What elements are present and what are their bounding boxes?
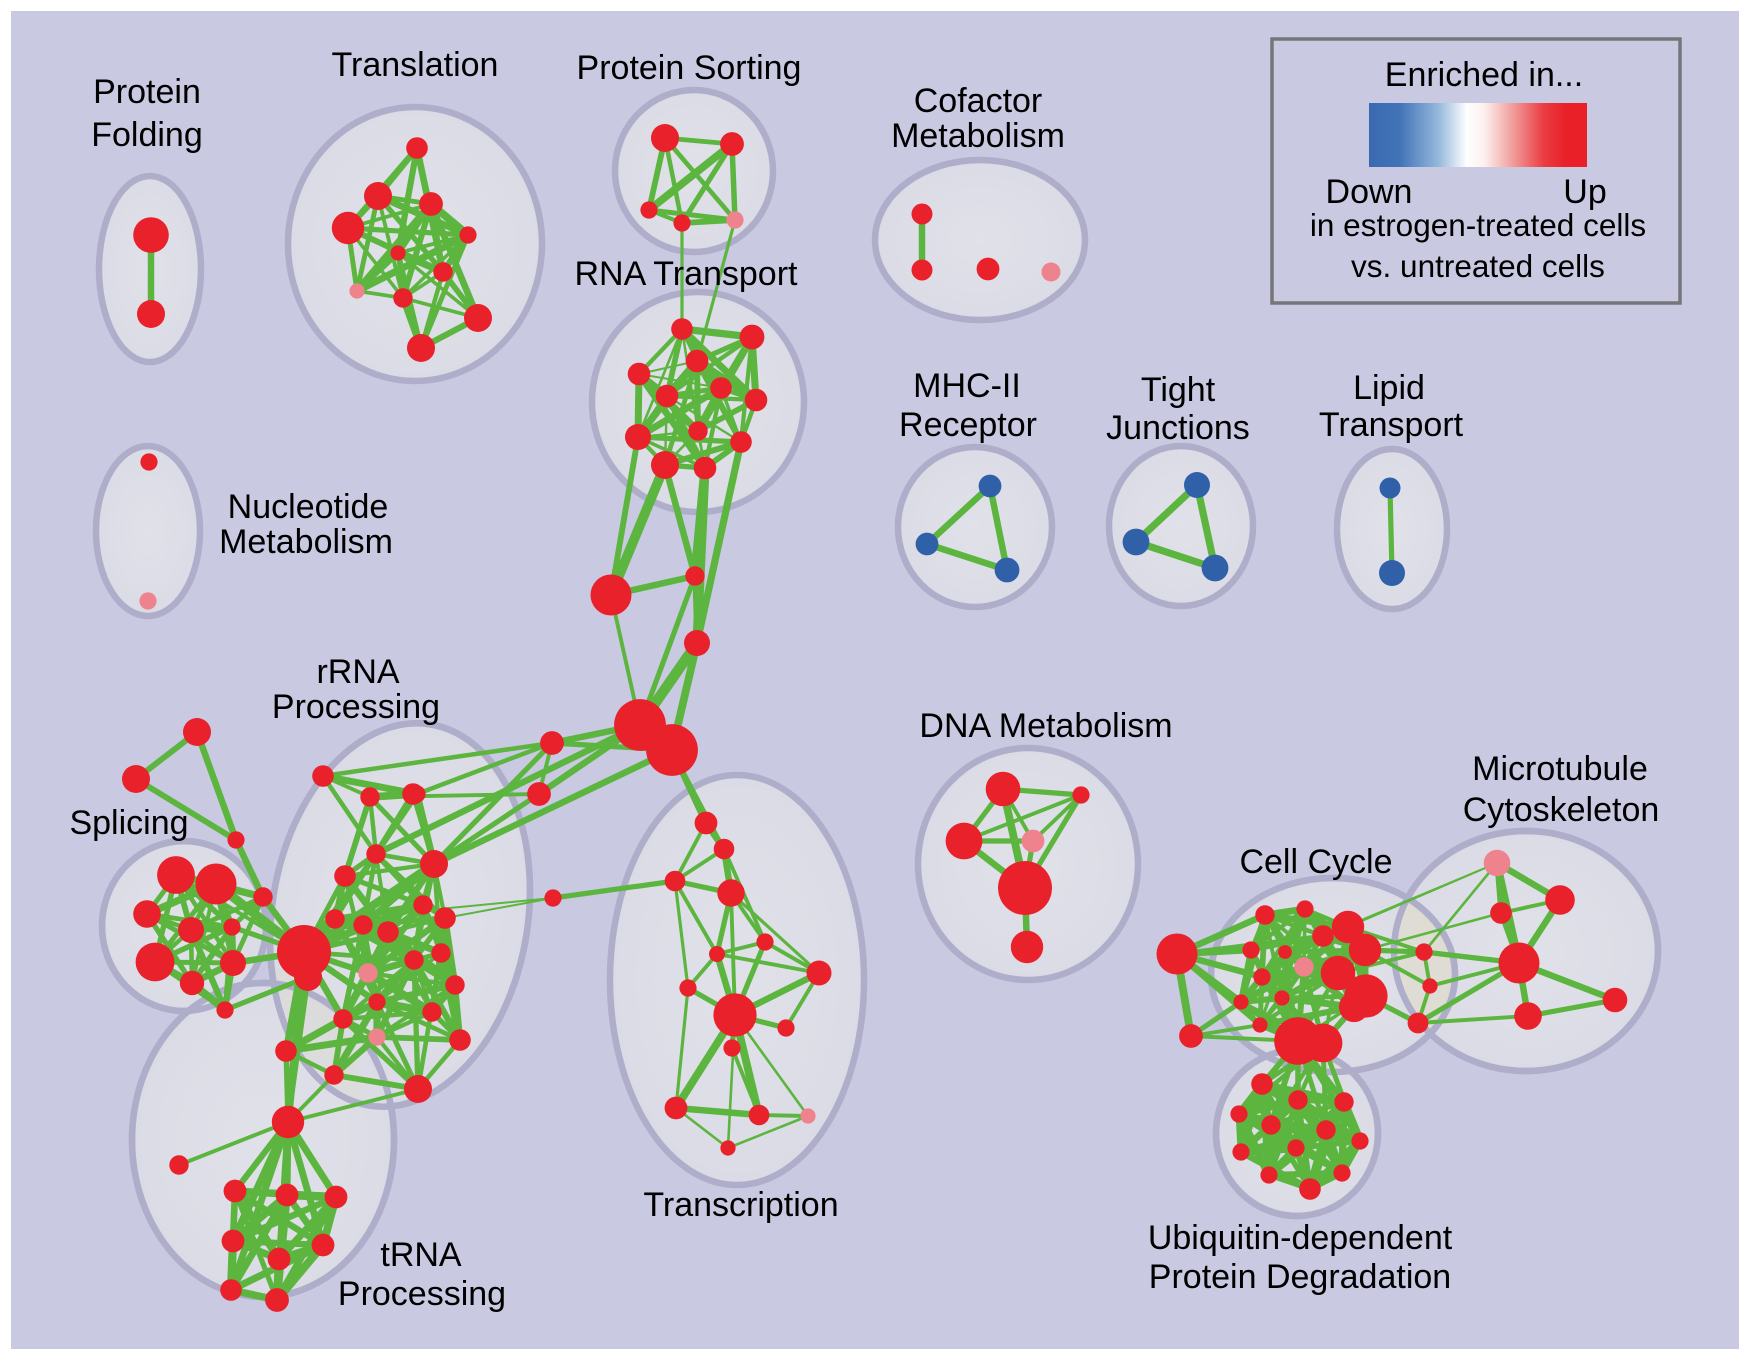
svg-text:Nucleotide: Nucleotide (228, 488, 389, 526)
svg-text:Lipid: Lipid (1353, 369, 1425, 407)
svg-text:MHC-II: MHC-II (913, 367, 1021, 405)
svg-text:RNA Transport: RNA Transport (575, 255, 799, 293)
svg-text:Junctions: Junctions (1106, 409, 1250, 447)
svg-text:rRNA: rRNA (316, 653, 399, 691)
svg-text:Protein Degradation: Protein Degradation (1149, 1258, 1451, 1296)
svg-text:Up: Up (1563, 173, 1606, 211)
svg-text:Folding: Folding (91, 116, 203, 154)
svg-text:Protein Sorting: Protein Sorting (577, 49, 802, 87)
svg-text:Processing: Processing (338, 1275, 506, 1313)
svg-text:Down: Down (1326, 173, 1413, 211)
svg-text:Microtubule: Microtubule (1472, 750, 1648, 788)
svg-text:Receptor: Receptor (899, 406, 1037, 444)
svg-text:Splicing: Splicing (69, 804, 188, 842)
svg-text:vs. untreated cells: vs. untreated cells (1351, 248, 1605, 284)
svg-text:Metabolism: Metabolism (891, 117, 1065, 155)
svg-text:Metabolism: Metabolism (219, 523, 393, 561)
svg-text:in estrogen-treated cells: in estrogen-treated cells (1310, 207, 1646, 243)
svg-text:Cofactor: Cofactor (914, 82, 1043, 120)
svg-text:Enriched in...: Enriched in... (1385, 56, 1583, 94)
svg-text:Transport: Transport (1319, 406, 1464, 444)
svg-text:Translation: Translation (332, 46, 499, 84)
svg-text:Transcription: Transcription (643, 1186, 838, 1224)
svg-text:Protein: Protein (93, 73, 201, 111)
svg-text:tRNA: tRNA (380, 1236, 462, 1274)
svg-text:Cytoskeleton: Cytoskeleton (1463, 791, 1660, 829)
svg-text:Tight: Tight (1141, 371, 1216, 409)
svg-text:Processing: Processing (272, 688, 440, 726)
svg-text:Cell Cycle: Cell Cycle (1239, 843, 1392, 881)
svg-text:DNA Metabolism: DNA Metabolism (919, 707, 1172, 745)
svg-text:Ubiquitin-dependent: Ubiquitin-dependent (1148, 1219, 1453, 1257)
